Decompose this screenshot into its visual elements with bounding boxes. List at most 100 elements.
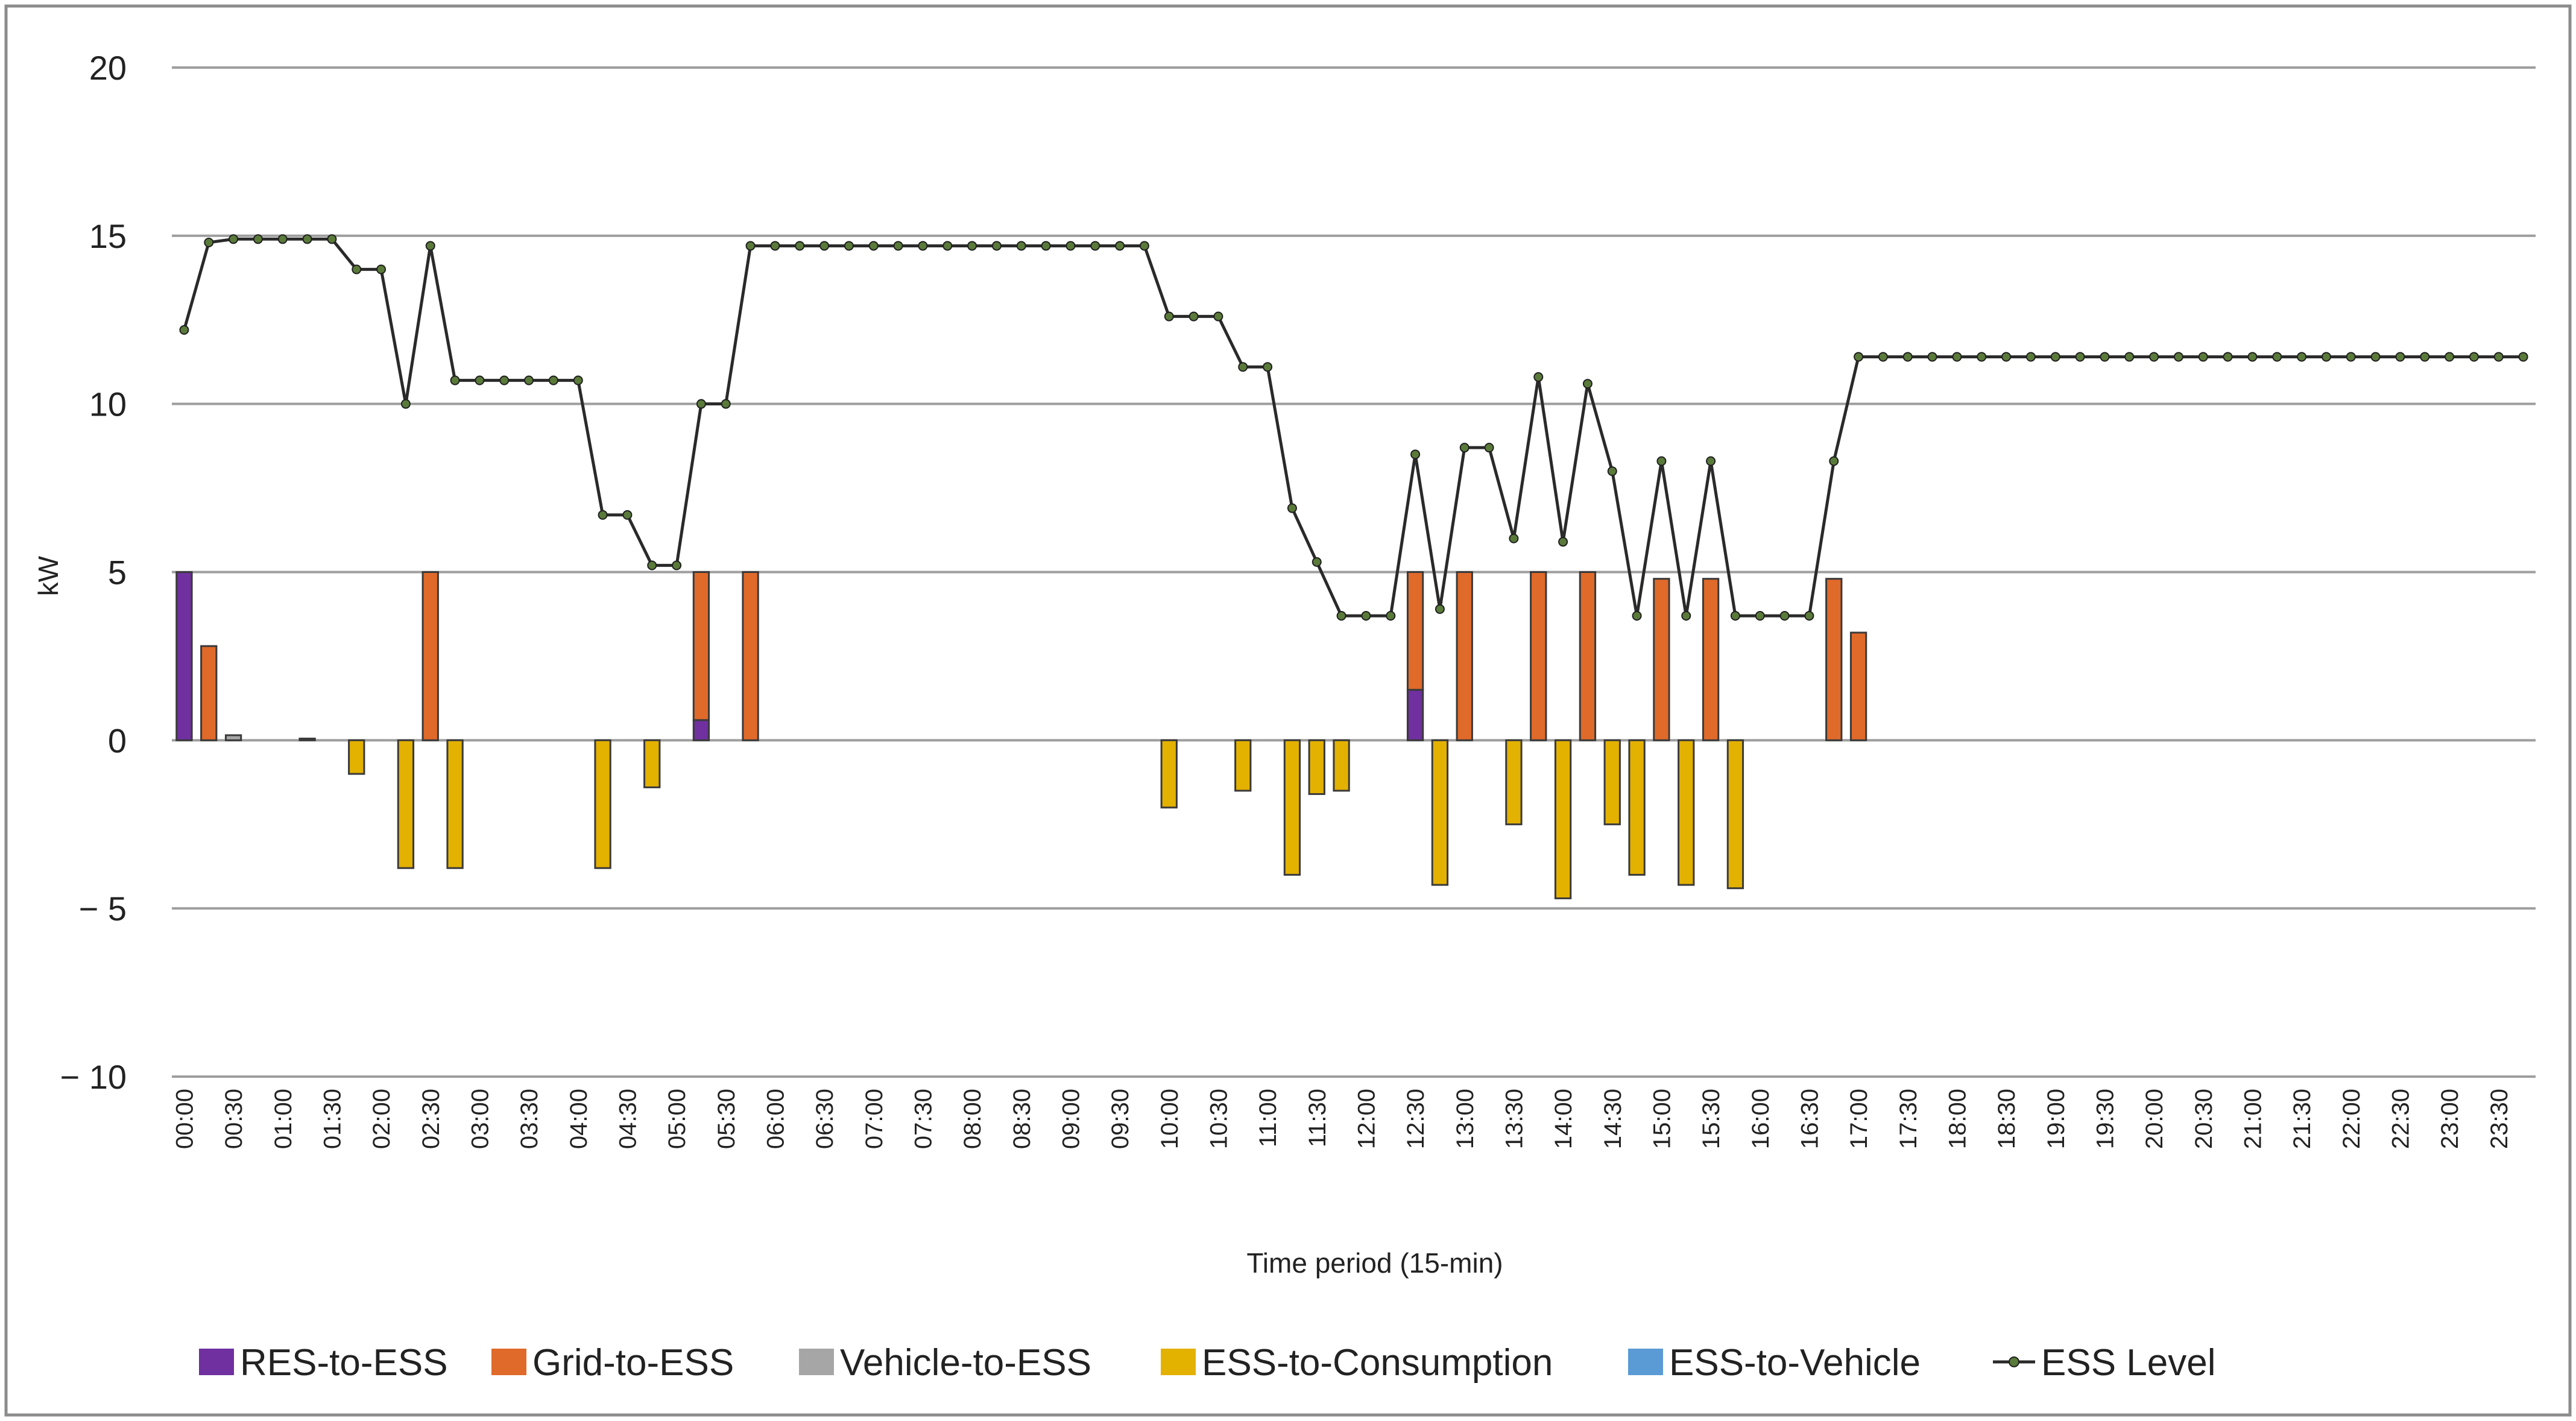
x-tick-label: 18:30 (1994, 1089, 2020, 1149)
x-tick-label: 02:00 (368, 1089, 395, 1149)
x-tick-label: 10:30 (1205, 1089, 1232, 1149)
ess-level-point (2493, 352, 2504, 362)
bar-ess-to-consumption (446, 739, 464, 869)
x-tick-label: 01:30 (319, 1089, 346, 1149)
x-tick-label: 17:00 (1846, 1089, 1872, 1149)
x-tick-label: 04:30 (614, 1089, 641, 1149)
x-tick-label: 05:30 (713, 1089, 740, 1149)
ess-level-point (2395, 352, 2405, 362)
ess-level-point (2149, 352, 2159, 362)
ess-level-point (696, 399, 706, 409)
y-tick-label: 10 (89, 385, 127, 423)
legend-swatch (1161, 1349, 1196, 1375)
x-tick-label: 11:00 (1255, 1089, 1281, 1147)
x-tick-label: 15:30 (1698, 1089, 1725, 1149)
ess-level-point (1213, 311, 1223, 321)
ess-level-point (1484, 443, 1494, 453)
ess-level-point (573, 375, 583, 385)
ess-level-point (942, 241, 953, 251)
ess-level-point (1927, 352, 1937, 362)
x-tick-label: 08:00 (959, 1089, 986, 1149)
ess-level-point (1607, 466, 1617, 476)
legend-label: Vehicle-to-ESS (840, 1342, 1091, 1384)
x-tick-label: 12:30 (1403, 1089, 1429, 1149)
x-tick-label: 06:00 (762, 1089, 789, 1149)
ess-level-point (475, 375, 485, 385)
bar-ess-to-consumption (1554, 739, 1572, 899)
x-tick-label: 00:00 (171, 1089, 198, 1149)
ess-level-point (1681, 610, 1691, 621)
bar-ess-to-consumption (1726, 739, 1744, 890)
ess-level-point (2050, 352, 2060, 362)
legend-swatch (491, 1349, 526, 1375)
x-tick-label: 22:30 (2387, 1089, 2414, 1149)
legend-label: ESS-to-Consumption (1202, 1342, 1553, 1384)
ess-level-point (1656, 456, 1667, 466)
bar-grid-to-ess (421, 571, 439, 741)
ess-level-point (1558, 537, 1568, 547)
ess-level-point (991, 241, 1002, 251)
ess-level-point (1779, 610, 1790, 621)
x-tick-label: 21:30 (2289, 1089, 2316, 1149)
ess-level-point (1287, 503, 1297, 513)
x-tick-label: 21:00 (2240, 1089, 2266, 1149)
ess-level-point (1189, 311, 1199, 321)
ess-level-point (1238, 362, 1248, 372)
ess-level-point (672, 560, 682, 571)
ess-level-point (179, 324, 189, 335)
ess-level-point (2420, 352, 2430, 362)
bar-ess-to-consumption (1234, 739, 1252, 792)
ess-level-point (1435, 604, 1445, 614)
legend-swatch (799, 1349, 834, 1375)
x-tick-label: 03:30 (516, 1089, 543, 1149)
x-axis-label: Time period (15-min) (1246, 1247, 1503, 1279)
ess-level-point (770, 241, 780, 251)
bar-ess-to-consumption (1333, 739, 1350, 792)
bar-vehicle-to-ess (224, 734, 242, 741)
bar-grid-to-ess (200, 645, 218, 741)
bar-ess-to-consumption (1603, 739, 1621, 826)
ess-level-point (1977, 352, 1987, 362)
bar-grid-to-ess (1653, 578, 1670, 741)
bar-ess-to-consumption (1678, 739, 1695, 886)
ess-level-point (721, 399, 731, 409)
x-tick-label: 15:00 (1649, 1089, 1675, 1149)
x-tick-label: 17:30 (1895, 1089, 1922, 1149)
bar-grid-to-ess (1406, 571, 1424, 691)
ess-level-point (400, 399, 411, 409)
ess-level-point (1312, 557, 1322, 567)
x-tick-label: 20:00 (2141, 1089, 2168, 1149)
x-tick-label: 11:30 (1304, 1089, 1331, 1147)
ess-level-point (2124, 352, 2135, 362)
bar-ess-to-consumption (594, 739, 611, 869)
bar-ess-to-consumption (1283, 739, 1301, 876)
ess-level-point (1804, 610, 1814, 621)
ess-level-point (450, 375, 460, 385)
legend-swatch (1628, 1349, 1663, 1375)
ess-level-point (2247, 352, 2258, 362)
ess-level-point (967, 241, 977, 251)
ess-level-point (1632, 610, 1642, 621)
ess-level-line (179, 234, 2528, 621)
ess-level-point (302, 234, 312, 244)
ess-level-point (253, 234, 263, 244)
ess-level-point (204, 237, 214, 247)
bar-grid-to-ess (1702, 578, 1720, 741)
x-tick-label: 10:00 (1157, 1089, 1183, 1149)
x-tick-label: 18:00 (1944, 1089, 1971, 1149)
bar-vehicle-to-ess (298, 738, 316, 741)
bar-ess-to-consumption (397, 739, 415, 869)
x-tick-label: 19:00 (2043, 1089, 2069, 1149)
bar-ess-to-consumption (1628, 739, 1646, 876)
ess-level-point (1533, 372, 1544, 382)
ess-level-point (1090, 241, 1100, 251)
x-tick-label: 23:00 (2437, 1089, 2463, 1149)
y-tick-label: 5 (108, 554, 127, 592)
x-tick-label: 22:00 (2338, 1089, 2365, 1149)
legend-marker (2009, 1356, 2019, 1367)
legend-swatch (199, 1349, 234, 1375)
x-tick-label: 14:30 (1600, 1089, 1626, 1149)
y-tick-label: 0 (108, 721, 127, 759)
bar-res-to-ess (175, 571, 193, 741)
x-tick-label: 20:30 (2191, 1089, 2217, 1149)
